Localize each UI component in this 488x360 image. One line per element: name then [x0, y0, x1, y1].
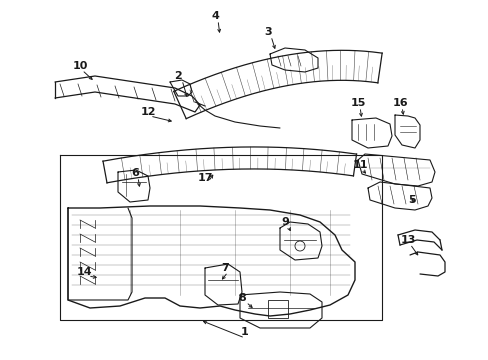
Text: 11: 11: [351, 160, 367, 170]
Text: 16: 16: [391, 98, 407, 108]
Text: 10: 10: [72, 61, 87, 71]
Text: 13: 13: [400, 235, 415, 245]
Text: 4: 4: [211, 11, 219, 21]
Text: 1: 1: [241, 327, 248, 337]
Text: 15: 15: [349, 98, 365, 108]
Text: 5: 5: [407, 195, 415, 205]
Text: 2: 2: [174, 71, 182, 81]
Text: 7: 7: [221, 263, 228, 273]
Text: 9: 9: [281, 217, 288, 227]
Text: 17: 17: [197, 173, 212, 183]
Text: 14: 14: [77, 267, 93, 277]
Text: 3: 3: [264, 27, 271, 37]
Text: 8: 8: [238, 293, 245, 303]
Text: 6: 6: [131, 168, 139, 178]
Bar: [267, 300, 287, 318]
Text: 12: 12: [140, 107, 156, 117]
